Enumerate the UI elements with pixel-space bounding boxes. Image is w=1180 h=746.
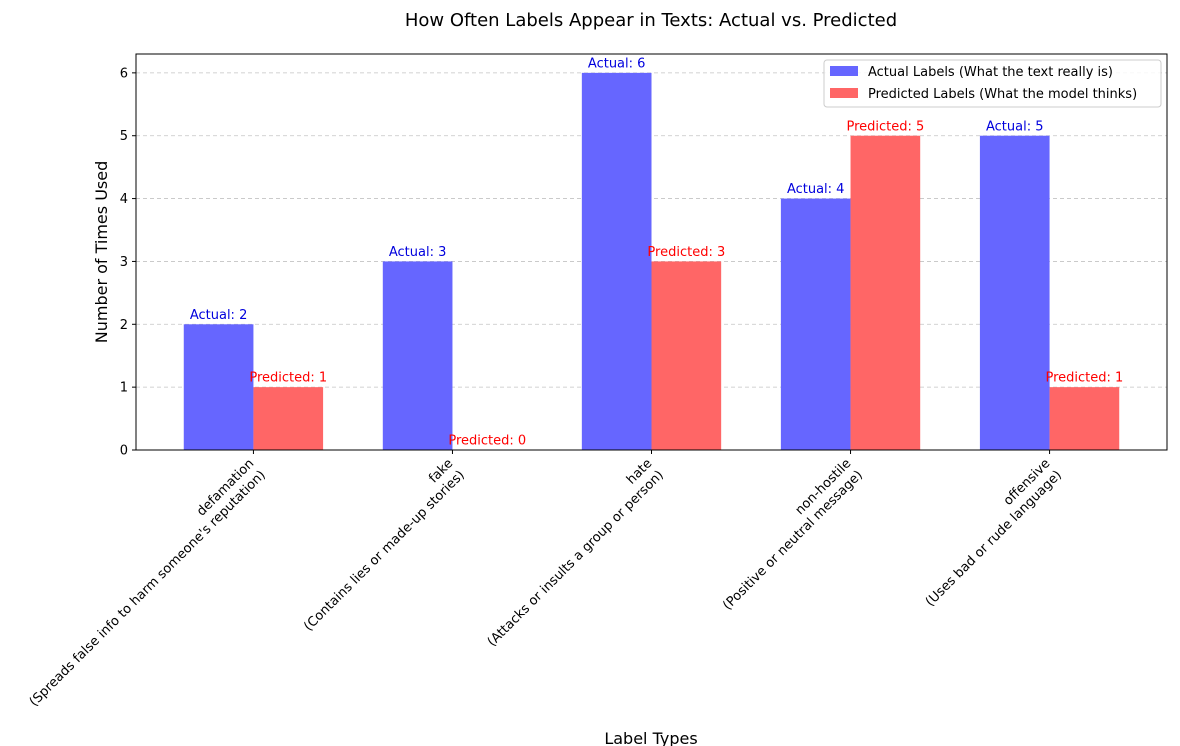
- data-label-actual-fake: Actual: 3: [389, 245, 447, 260]
- legend-swatch-predicted: [830, 88, 858, 98]
- data-label-predicted-defamation: Predicted: 1: [249, 371, 327, 386]
- data-label-predicted-fake: Predicted: 0: [448, 434, 526, 449]
- legend: Actual Labels (What the text really is) …: [823, 59, 1162, 108]
- bar-predicted-non-hostile: [850, 135, 921, 450]
- legend-swatch-actual: [830, 66, 858, 76]
- bar-actual-hate: [581, 72, 652, 450]
- legend-label-predicted: Predicted Labels (What the model thinks): [868, 87, 1137, 102]
- x-axis-label: Label Types: [604, 729, 697, 746]
- data-label-actual-offensive: Actual: 5: [986, 119, 1044, 134]
- bar-actual-defamation: [183, 324, 254, 450]
- legend-box: [823, 59, 1162, 108]
- data-label-actual-defamation: Actual: 2: [190, 308, 248, 323]
- data-labels: Actual: 2 Actual: 3 Actual: 6 Actual: 4 Actu…: [190, 56, 1123, 448]
- bar-predicted-hate: [651, 261, 722, 450]
- y-tick-label-2: 2: [120, 318, 128, 333]
- bar-actual-offensive: [979, 135, 1050, 450]
- y-axis-ticks: 0 1 2 3 4 5 6: [120, 66, 136, 459]
- y-tick-label-4: 4: [120, 192, 128, 207]
- y-tick-label-5: 5: [120, 129, 128, 144]
- data-label-actual-non-hostile: Actual: 4: [787, 182, 845, 197]
- bar-predicted-defamation: [253, 387, 324, 450]
- bar-predicted-offensive: [1049, 387, 1120, 450]
- y-tick-label-1: 1: [120, 381, 128, 396]
- y-axis-label: Number of Times Used: [92, 161, 111, 344]
- data-label-predicted-non-hostile: Predicted: 5: [846, 119, 924, 134]
- data-label-actual-hate: Actual: 6: [588, 56, 646, 71]
- bars: [183, 72, 1120, 450]
- y-tick-label-6: 6: [120, 66, 128, 81]
- chart-title: How Often Labels Appear in Texts: Actual…: [405, 10, 897, 31]
- y-tick-label-0: 0: [120, 444, 128, 459]
- bar-actual-non-hostile: [780, 198, 851, 450]
- y-tick-label-3: 3: [120, 255, 128, 270]
- data-label-predicted-hate: Predicted: 3: [647, 245, 725, 260]
- bar-actual-fake: [382, 261, 453, 450]
- data-label-predicted-offensive: Predicted: 1: [1045, 371, 1123, 386]
- legend-label-actual: Actual Labels (What the text really is): [868, 65, 1113, 80]
